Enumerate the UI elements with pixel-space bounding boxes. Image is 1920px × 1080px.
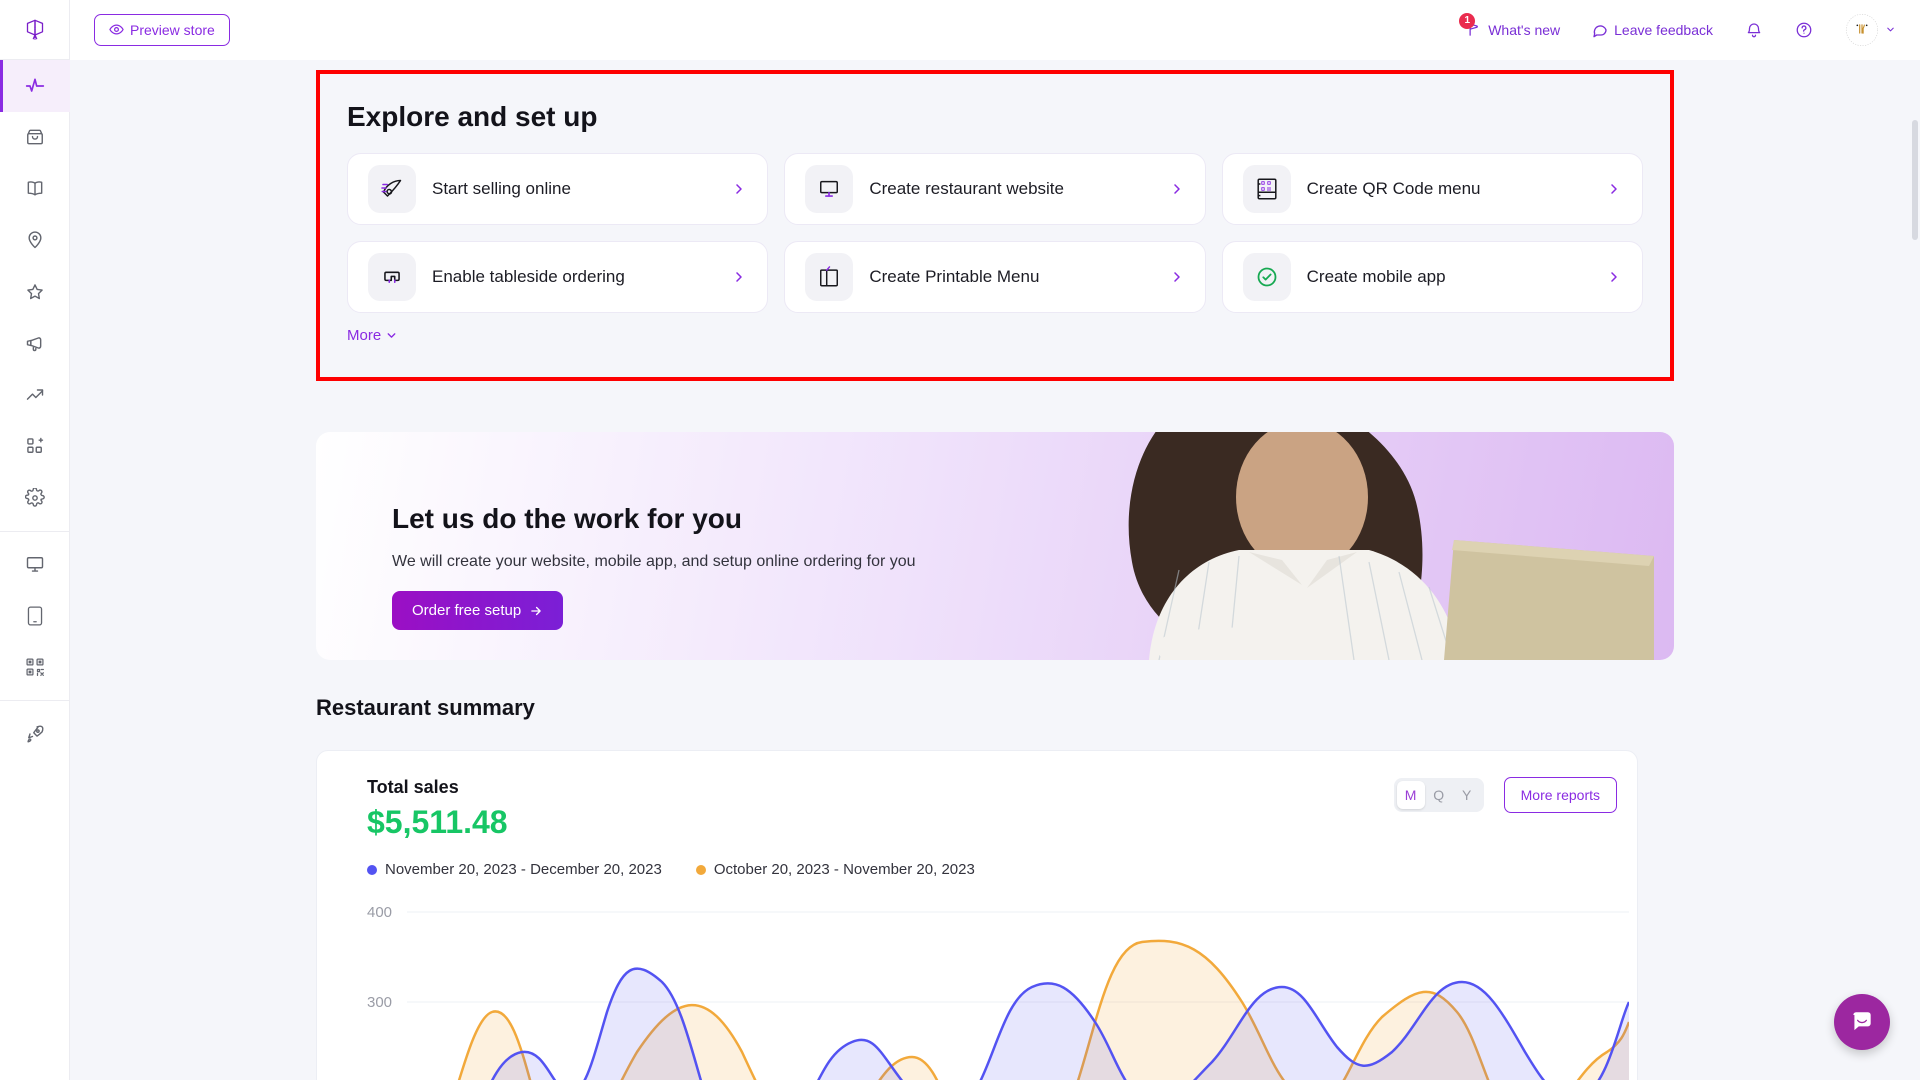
svg-text:300: 300	[367, 994, 392, 1011]
svg-text:400: 400	[367, 904, 392, 921]
